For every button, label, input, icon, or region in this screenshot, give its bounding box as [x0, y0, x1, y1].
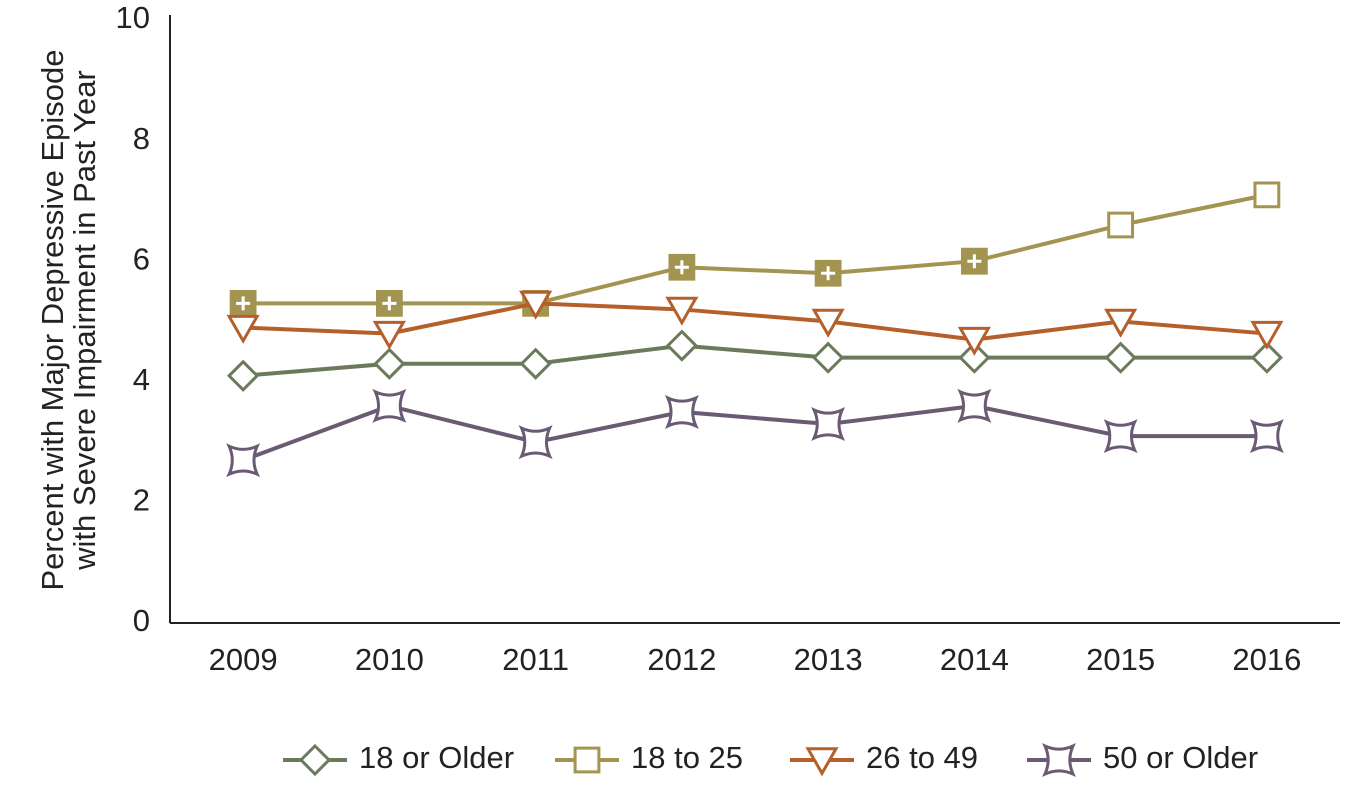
point [1250, 341, 1284, 374]
series-line [242, 403, 1267, 463]
point [664, 394, 699, 429]
point [1107, 211, 1135, 239]
x-tick-label: 2014 [940, 642, 1009, 677]
marker-plus [674, 260, 689, 275]
point [1249, 419, 1284, 454]
point [373, 347, 406, 380]
point [812, 341, 845, 374]
legend-marker [298, 743, 332, 777]
y-tick-label: 2 [133, 483, 150, 518]
point [958, 341, 991, 374]
legend-label: 26 to 49 [866, 740, 978, 775]
legend-label: 18 to 25 [631, 740, 743, 775]
point [1253, 181, 1281, 209]
marker-plus [967, 254, 982, 269]
point [957, 388, 992, 423]
x-tick-label: 2009 [209, 642, 278, 677]
legend-marker [805, 747, 839, 777]
point [227, 359, 260, 392]
x-tick-label: 2010 [355, 642, 424, 677]
marker-plus [821, 266, 836, 281]
point [665, 296, 699, 326]
series-line [242, 343, 1267, 378]
y-tick-label: 6 [133, 241, 150, 276]
legend-marker [573, 746, 601, 774]
point [372, 320, 406, 350]
x-tick-label: 2013 [794, 642, 863, 677]
point [519, 290, 553, 320]
point [226, 314, 260, 344]
point [1104, 341, 1137, 374]
legend-label: 50 or Older [1103, 740, 1258, 775]
point [226, 443, 261, 478]
point [811, 308, 845, 338]
point [1250, 320, 1284, 350]
y-tick-label: 8 [133, 121, 150, 156]
y-tick-label: 0 [133, 603, 150, 638]
point [372, 388, 407, 423]
point [518, 425, 553, 460]
point [665, 329, 698, 362]
x-tick-label: 2012 [647, 642, 716, 677]
point [957, 326, 991, 356]
point [1104, 308, 1138, 338]
y-axis-title-line: Percent with Major Depressive Episode [35, 49, 70, 590]
series-line [243, 301, 1268, 342]
point [811, 407, 846, 441]
legend-label: 18 or Older [359, 740, 514, 775]
marker-plus [236, 296, 251, 311]
point [519, 347, 552, 380]
x-tick-label: 2015 [1086, 642, 1155, 677]
legend-marker [1042, 743, 1076, 777]
y-axis-title-line: with Severe Impairment in Past Year [67, 70, 102, 571]
x-tick-label: 2016 [1232, 642, 1301, 677]
x-tick-label: 2011 [502, 642, 569, 677]
y-tick-label: 10 [116, 0, 150, 35]
y-tick-label: 4 [133, 362, 150, 397]
series-line [243, 192, 1268, 306]
marker-plus [382, 296, 397, 311]
point [1103, 419, 1138, 454]
y-axis-title: Percent with Major Depressive Episode wi… [35, 49, 102, 590]
